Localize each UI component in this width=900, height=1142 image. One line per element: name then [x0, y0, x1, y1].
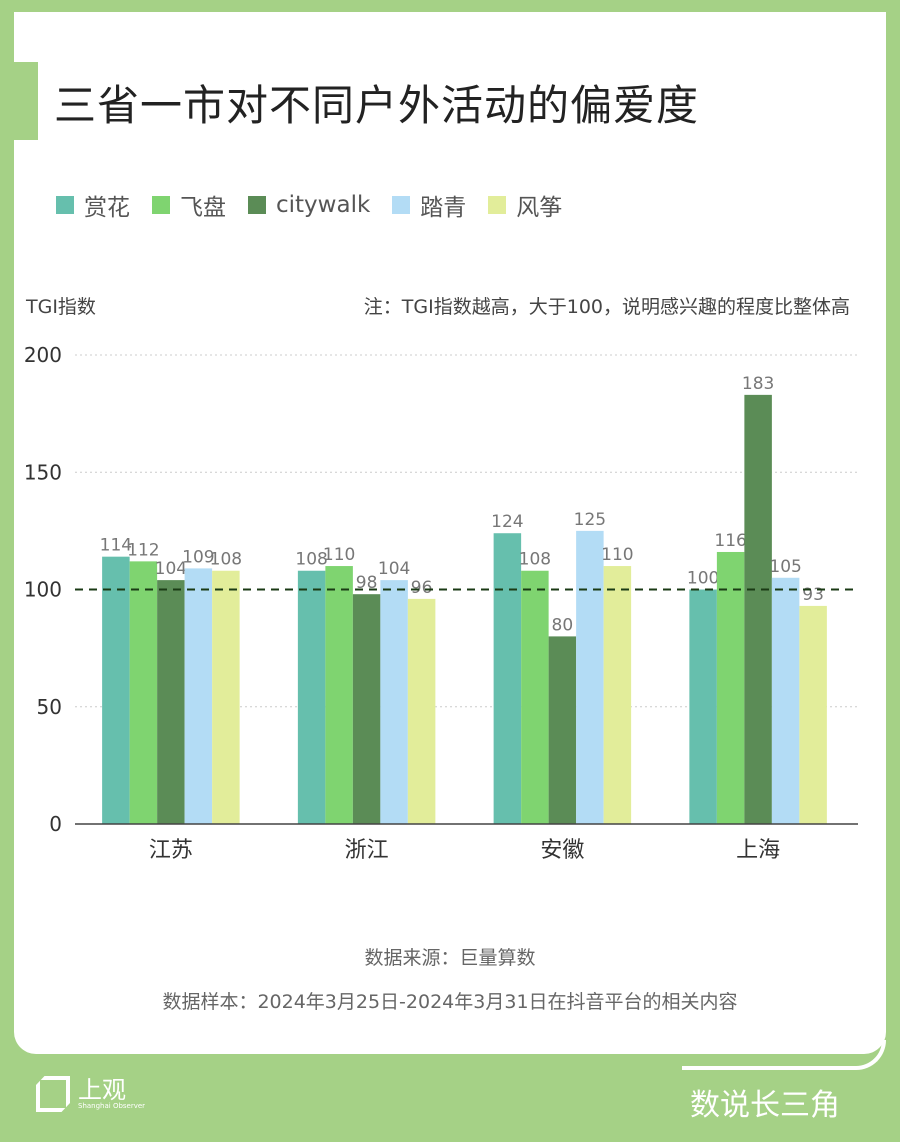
bar [380, 580, 408, 824]
bar [603, 566, 632, 824]
legend-swatch [152, 196, 170, 214]
legend-item: citywalk [248, 188, 370, 222]
legend-item: 赏花 [56, 188, 130, 222]
bar [716, 551, 745, 824]
sample-text: 数据样本：2024年3月25日-2024年3月31日在抖音平台的相关内容 [162, 991, 738, 1013]
bar [744, 394, 772, 824]
legend-swatch [488, 196, 507, 214]
page-title: 三省一市对不同户外活动的偏爱度 [54, 81, 700, 130]
y-tick-label: 100 [24, 578, 62, 602]
data-label: 100 [687, 569, 719, 589]
data-label: 110 [601, 545, 633, 565]
legend-label: 风筝 [516, 195, 563, 221]
bar [576, 530, 604, 824]
legend-label: citywalk [276, 192, 371, 218]
decor-arc [682, 1040, 886, 1070]
bar [521, 570, 549, 824]
bar [771, 577, 800, 824]
data-label: 124 [491, 512, 523, 532]
bar [493, 533, 522, 824]
data-label: 98 [356, 573, 378, 593]
bar [297, 570, 326, 824]
title-accent [14, 62, 38, 140]
data-label: 110 [323, 545, 355, 565]
data-label: 125 [574, 510, 606, 530]
legend-item: 风筝 [488, 188, 562, 222]
legend-item: 飞盘 [152, 188, 226, 222]
bar [212, 570, 240, 824]
logo-mark-icon [36, 1076, 70, 1112]
y-axis-label: TGI指数 [26, 296, 96, 318]
legend-swatch [392, 196, 411, 214]
bar [102, 556, 130, 824]
bar [157, 580, 185, 824]
data-label: 108 [519, 550, 551, 570]
data-label: 116 [714, 531, 746, 551]
y-tick-label: 200 [24, 343, 62, 367]
bar [799, 605, 827, 824]
bar-chart: 050100150200114112104109108江苏10811098104… [24, 343, 858, 863]
logo: 上观 Shanghai Observer [36, 1076, 145, 1112]
x-tick-label: 安徽 [540, 838, 584, 863]
chart-note: 注：TGI指数越高，大于100，说明感兴趣的程度比整体高 [363, 296, 850, 318]
legend-swatch [248, 196, 266, 214]
data-label: 112 [127, 540, 159, 560]
data-label: 183 [742, 374, 774, 394]
source-text: 数据来源：巨量算数 [364, 947, 536, 969]
y-tick-label: 0 [49, 812, 62, 836]
y-tick-label: 50 [37, 695, 62, 719]
x-tick-label: 江苏 [149, 838, 193, 863]
legend-label: 赏花 [84, 195, 130, 221]
legend-item: 踏青 [392, 188, 466, 222]
data-label: 93 [802, 585, 824, 605]
data-label: 80 [552, 615, 574, 635]
bar [352, 594, 381, 824]
brand-text: 数说长三角 [690, 1088, 840, 1123]
bar [407, 598, 436, 824]
data-label: 105 [769, 557, 801, 577]
data-label: 109 [182, 547, 214, 567]
bar [689, 589, 717, 824]
data-label: 108 [210, 550, 242, 570]
logo-subtext: Shanghai Observer [78, 1102, 146, 1110]
bar [129, 561, 158, 824]
card [14, 12, 886, 1054]
data-label: 104 [378, 559, 410, 579]
legend-label: 踏青 [420, 195, 467, 221]
legend: 赏花 飞盘 citywalk 踏青 风筝 [56, 188, 562, 222]
data-label: 104 [155, 559, 187, 579]
bar [325, 566, 353, 824]
y-tick-label: 150 [24, 460, 62, 484]
data-label: 108 [295, 550, 327, 570]
bar [184, 568, 213, 824]
bar [548, 636, 577, 824]
x-tick-label: 上海 [736, 838, 780, 863]
legend-label: 飞盘 [180, 195, 226, 221]
x-tick-label: 浙江 [345, 838, 389, 863]
legend-swatch [56, 196, 74, 214]
logo-text: 上观 [78, 1076, 126, 1104]
data-label: 114 [100, 536, 132, 556]
data-label: 96 [411, 578, 433, 598]
